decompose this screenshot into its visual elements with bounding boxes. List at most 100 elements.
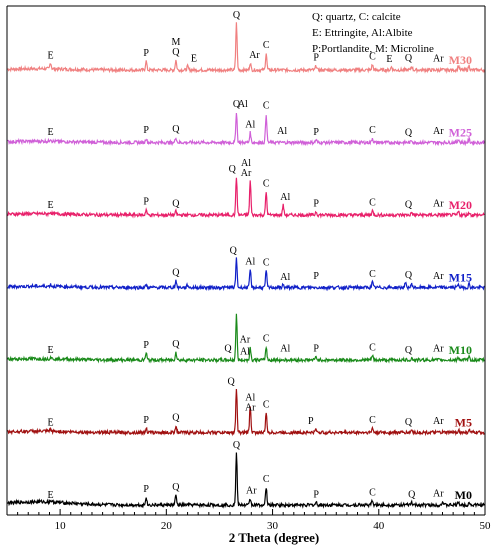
peak-label: Ar [433,198,444,209]
peak-label: E [47,200,53,211]
x-axis-label: 2 Theta (degree) [229,530,320,545]
peak-label: Al [238,99,248,110]
peak-label: Al [245,257,255,268]
series-line-M25 [7,112,486,147]
x-tick-label: 20 [161,520,173,532]
peak-label: C [369,415,376,426]
peak-label: C [369,52,376,63]
peak-label: Ar [433,416,444,427]
peak-label: Ar [433,271,444,282]
peak-label: P [313,343,319,354]
peak-label: Al [240,346,250,357]
peak-label: Q [405,127,413,138]
series-label: M10 [449,343,472,357]
legend-line-3: P:Portlandite, M: Microline [312,43,434,55]
legend: Q: quartz, C: calcite E: Ettringite, Al:… [312,11,434,55]
peak-label: Q [172,124,180,135]
peak-label: Ar [245,403,256,414]
peak-label: C [369,198,376,209]
peak-label: Al [280,343,290,354]
peak-label: Q [233,99,241,110]
x-tick-label: 50 [480,520,492,532]
peak-label: C [263,334,270,345]
peak-label: Q [405,199,413,210]
peak-label: Q [172,482,180,493]
x-tick-label: 10 [55,520,67,532]
peak-label: P [143,125,149,136]
peak-label: E [47,490,53,501]
peak-label: Ar [249,50,260,61]
peak-label: Q [172,267,180,278]
peak-label: C [263,101,270,112]
peak-label: Ar [240,334,251,345]
peak-label: Q [172,198,180,209]
peak-label: P [143,340,149,351]
peak-label: Q [408,489,416,500]
x-tick-label: 40 [373,520,385,532]
series-label: M30 [449,53,472,67]
series-line-M5 [7,388,485,437]
peak-label: Q [405,270,413,281]
peak-label: P [308,416,314,427]
peak-label: P [313,271,319,282]
series-line-M30 [7,22,486,74]
peak-label: Q [405,345,413,356]
peak-label: Ar [241,168,252,179]
peak-label: Al [280,272,290,283]
peak-label: C [263,179,270,190]
peak-label: E [191,53,197,64]
peak-label: Q [233,10,241,21]
peak-label: Q [405,417,413,428]
peak-label: C [369,488,376,499]
peak-label: P [313,127,319,138]
peak-label: C [369,269,376,280]
peak-label: C [263,40,270,51]
peak-label: Q [405,53,413,64]
peak-label: P [143,484,149,495]
peak-label: Q [228,376,236,387]
peak-label: E [47,345,53,356]
peak-label: E [47,418,53,429]
x-axis: 10 20 30 40 50 [6,5,492,532]
peak-label: Q [230,246,238,257]
series-line-M20 [7,177,485,219]
peak-label: Ar [433,126,444,137]
legend-line-1: Q: quartz, C: calcite [312,11,401,23]
peak-label: Al [280,192,290,203]
peak-label: Al [245,393,255,404]
peak-label: E [47,127,53,138]
series-label: M20 [449,198,472,212]
peak-label: P [313,198,319,209]
peak-label: Al [277,126,287,137]
peak-label: Al [245,120,255,131]
series-M0: E P Q Q Ar C P C Q Ar M0 [7,440,486,509]
series-label: M5 [455,416,472,430]
peak-label: E [47,51,53,62]
peak-label: Q [172,47,180,58]
peak-label: C [369,125,376,136]
peak-label: C [263,400,270,411]
peak-label: P [143,415,149,426]
series-label: M0 [455,488,472,502]
peak-label: C [263,474,270,485]
legend-line-2: E: Ettringite, Al:Albite [312,27,413,39]
series-line-M0 [7,452,486,509]
peak-label: P [143,197,149,208]
peak-label: Q [172,412,180,423]
peak-label: P [313,53,319,64]
series-line-M15 [7,257,485,292]
peak-label: Q [229,164,237,175]
peak-label: Q [172,339,180,350]
peak-label: Q [224,343,232,354]
peak-label: Ar [246,486,257,497]
peak-label: C [263,257,270,268]
peak-label: P [143,48,149,59]
series-label: M15 [449,271,472,285]
